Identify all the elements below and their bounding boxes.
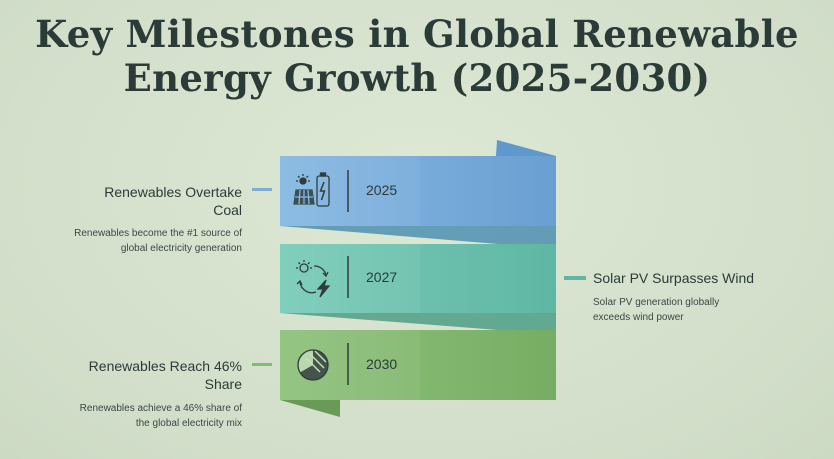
sun-wind-cycle-icon xyxy=(296,260,331,298)
ribbon-arrow-tip xyxy=(496,140,556,156)
year-label-2025: 2025 xyxy=(366,182,398,198)
year-label-2030: 2030 xyxy=(366,356,398,372)
title-line-1: Key Milestones in Global Renewable xyxy=(35,12,799,56)
connector-2025 xyxy=(252,188,272,191)
band-2027 xyxy=(280,244,556,313)
milestone-description-2030: Renewables achieve a 46% share of the gl… xyxy=(79,403,242,429)
connector-2030 xyxy=(252,363,272,366)
milestone-description-2025: Renewables become the #1 source of globa… xyxy=(74,228,242,254)
ribbon-tail xyxy=(280,400,340,417)
band-2025 xyxy=(280,156,556,226)
band-2030-panel xyxy=(280,330,420,400)
connector-2027 xyxy=(564,276,586,280)
ribbon-fold-2 xyxy=(280,313,556,330)
year-label-2027: 2027 xyxy=(366,269,398,285)
milestone-title-2027: Solar PV Surpasses Wind xyxy=(593,270,755,286)
pie-share-icon xyxy=(297,349,329,381)
milestone-title-2030: Renewables Reach 46% Share xyxy=(88,358,242,392)
milestone-title-2025: Renewables Overtake Coal xyxy=(104,184,242,218)
ribbon-fold-1 xyxy=(280,226,556,244)
page-title: Key Milestones in Global Renewable Energ… xyxy=(0,12,834,100)
band-2027-panel xyxy=(280,244,420,313)
title-line-2: Energy Growth (2025-2030) xyxy=(123,56,711,100)
milestone-description-2027: Solar PV generation globally exceeds win… xyxy=(593,297,720,323)
solar-panel-battery-icon xyxy=(293,172,330,207)
